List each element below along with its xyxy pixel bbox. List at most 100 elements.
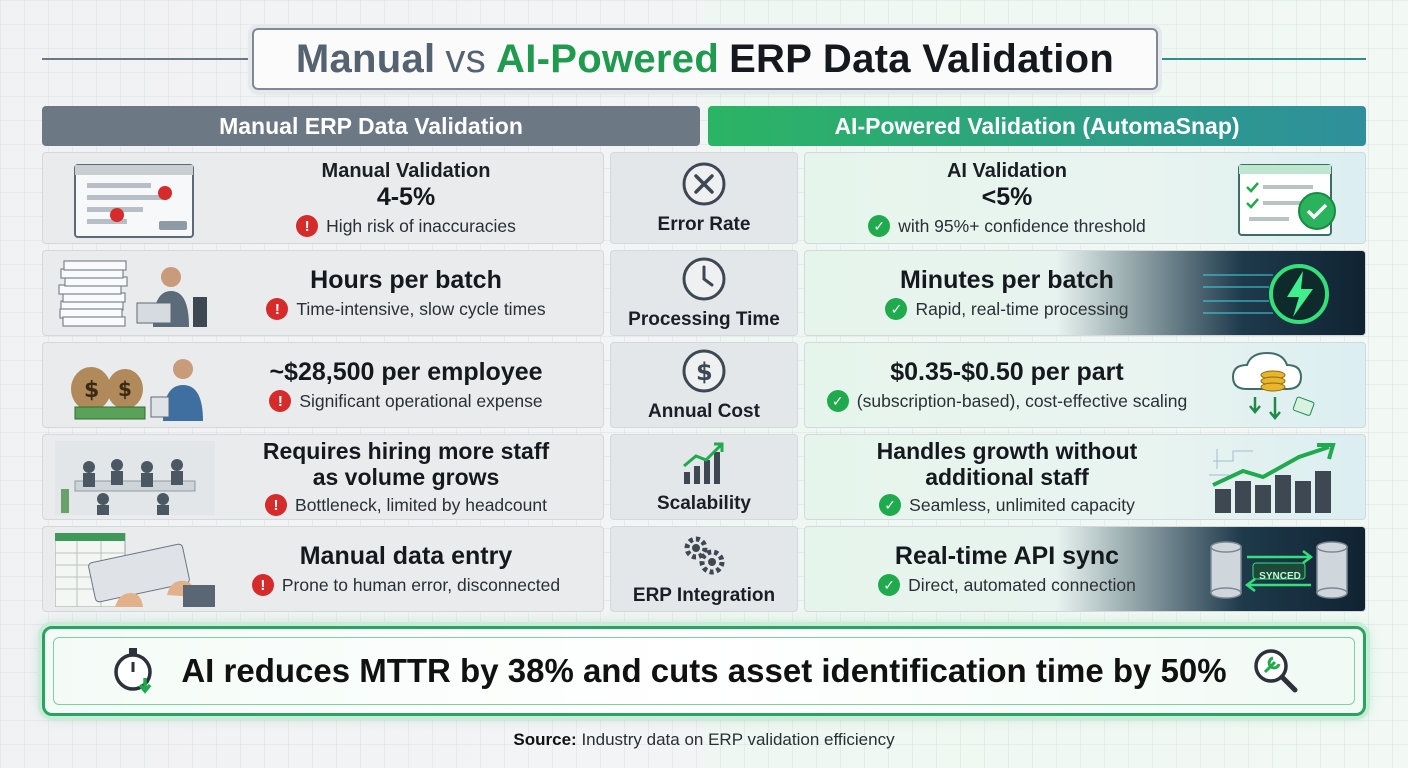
verified-form-illustration-icon <box>1203 159 1353 237</box>
manual-scalability-cell: Requires hiring more staff as volume gro… <box>42 434 604 520</box>
page-title: Manual vs AI-Powered ERP Data Validation <box>252 28 1158 90</box>
row-erp-integration: Manual data entry ! Prone to human error… <box>42 526 1366 612</box>
search-wrench-icon <box>1249 644 1299 699</box>
manual-error-rate-text: Manual Validation 4-5% ! High risk of in… <box>223 153 589 243</box>
title-rule-left <box>42 58 252 60</box>
ai-error-rate-cell: AI Validation <5% ✓ with 95%+ confidence… <box>804 152 1366 244</box>
metric-label-scalability: Scalability <box>657 493 751 514</box>
metric-label-processing-time: Processing Time <box>628 309 780 330</box>
row-scalability: Requires hiring more staff as volume gro… <box>42 434 1366 520</box>
database-sync-icon: SYNCED <box>1203 533 1353 605</box>
svg-text:$: $ <box>84 378 99 403</box>
check-icon: ✓ <box>868 215 891 238</box>
ai-cost-note: ✓ (subscription-based), cost-effective s… <box>826 390 1188 413</box>
ai-processing-value: Minutes per batch <box>900 265 1114 294</box>
ai-cost-note-text: (subscription-based), cost-effective sca… <box>856 390 1188 411</box>
manual-error-rate-cell: Manual Validation 4-5% ! High risk of in… <box>42 152 604 244</box>
manual-cost-note-text: Significant operational expense <box>299 390 543 411</box>
ai-processing-note-text: Rapid, real-time processing <box>915 298 1129 319</box>
cloud-coins-icon <box>1203 349 1353 421</box>
metric-scalability: Scalability <box>610 434 798 520</box>
warning-icon: ! <box>296 215 319 238</box>
servers-growth-icon <box>1203 441 1353 513</box>
growth-chart-icon <box>680 439 728 487</box>
metric-label-annual-cost: Annual Cost <box>648 401 760 422</box>
warning-icon: ! <box>265 494 288 517</box>
ai-scalability-value-1: Handles growth without <box>876 437 1138 464</box>
svg-text:$: $ <box>118 377 132 401</box>
warning-icon: ! <box>251 574 274 597</box>
manual-cost-value: ~$28,500 per employee <box>269 357 543 386</box>
metric-label-error-rate: Error Rate <box>657 214 751 235</box>
manual-processing-note: ! Time-intensive, slow cycle times <box>266 298 546 321</box>
stopwatch-icon <box>109 644 159 699</box>
manual-integration-note-text: Prone to human error, disconnected <box>281 574 561 595</box>
title-vs: vs <box>445 36 487 81</box>
error-form-illustration-icon <box>55 159 215 238</box>
manual-scalability-note-text: Bottleneck, limited by headcount <box>295 494 547 515</box>
manual-integration-value: Manual data entry <box>299 541 513 570</box>
metric-label-erp-integration: ERP Integration <box>632 585 776 606</box>
svg-text:$: $ <box>696 358 713 386</box>
clock-icon <box>680 255 728 303</box>
ai-integration-text: Real-time API sync ✓ Direct, automated c… <box>819 527 1195 611</box>
ai-processing-note: ✓ Rapid, real-time processing <box>885 298 1129 321</box>
manual-error-note-text: High risk of inaccuracies <box>326 215 516 236</box>
title-rest: ERP Data Validation <box>729 36 1115 81</box>
manual-column-header: Manual ERP Data Validation <box>42 106 700 146</box>
synced-badge: SYNCED <box>1259 571 1301 582</box>
manual-cost-note: ! Significant operational expense <box>269 390 543 413</box>
manual-error-heading: Manual Validation <box>321 159 491 182</box>
keyboard-spreadsheet-illustration-icon <box>54 532 215 608</box>
ai-processing-text: Minutes per batch ✓ Rapid, real-time pro… <box>819 251 1195 335</box>
ai-cost-text: $0.35-$0.50 per part ✓ (subscription-bas… <box>819 343 1195 427</box>
manual-processing-cell: Hours per batch ! Time-intensive, slow c… <box>42 250 604 336</box>
summary-banner-text: AI reduces MTTR by 38% and cuts asset id… <box>181 652 1227 689</box>
summary-banner: AI reduces MTTR by 38% and cuts asset id… <box>42 626 1366 716</box>
ai-error-note: ✓ with 95%+ confidence threshold <box>868 215 1146 238</box>
manual-processing-value: Hours per batch <box>310 265 502 294</box>
manual-error-note: ! High risk of inaccuracies <box>296 215 516 238</box>
manual-processing-note-text: Time-intensive, slow cycle times <box>296 298 546 319</box>
manual-scalability-text: Requires hiring more staff as volume gro… <box>223 435 589 519</box>
check-icon: ✓ <box>826 390 849 413</box>
dollar-icon: $ <box>680 347 728 395</box>
source-text: Industry data on ERP validation efficien… <box>581 730 895 749</box>
title-rule-right <box>1156 58 1366 60</box>
ai-scalability-cell: Handles growth without additional staff … <box>804 434 1366 520</box>
ai-error-heading: AI Validation <box>946 159 1068 182</box>
source-note: Source: Industry data on ERP validation … <box>0 730 1408 750</box>
metric-erp-integration: ERP Integration <box>610 526 798 612</box>
money-bags-illustration-icon: $ $ <box>55 349 215 421</box>
ai-error-value: <5% <box>981 182 1033 211</box>
manual-cost-cell: $ $ ~$28,500 per employee ! Significant … <box>42 342 604 428</box>
x-circle-icon <box>680 160 728 208</box>
manual-cost-text: ~$28,500 per employee ! Significant oper… <box>223 343 589 427</box>
office-team-illustration-icon <box>55 441 215 515</box>
ai-integration-value: Real-time API sync <box>894 541 1120 570</box>
lightning-bolt-icon <box>1203 257 1353 329</box>
check-icon: ✓ <box>879 494 902 517</box>
warning-icon: ! <box>269 390 292 413</box>
title-ai: AI-Powered <box>496 36 720 81</box>
warning-icon: ! <box>266 298 289 321</box>
ai-scalability-note: ✓ Seamless, unlimited capacity <box>879 494 1135 517</box>
ai-integration-note: ✓ Direct, automated connection <box>878 574 1136 597</box>
manual-scalability-value-2: as volume grows <box>312 464 500 490</box>
manual-scalability-note: ! Bottleneck, limited by headcount <box>265 494 547 517</box>
row-error-rate: Manual Validation 4-5% ! High risk of in… <box>42 152 1366 244</box>
ai-scalability-value-2: additional staff <box>925 464 1089 490</box>
row-annual-cost: $ $ ~$28,500 per employee ! Significant … <box>42 342 1366 428</box>
ai-scalability-note-text: Seamless, unlimited capacity <box>909 494 1135 515</box>
manual-scalability-value-1: Requires hiring more staff <box>262 437 550 464</box>
title-manual: Manual <box>295 36 436 81</box>
metric-error-rate: Error Rate <box>610 152 798 244</box>
check-icon: ✓ <box>878 574 901 597</box>
row-processing-time: Hours per batch ! Time-intensive, slow c… <box>42 250 1366 336</box>
ai-integration-cell: Real-time API sync ✓ Direct, automated c… <box>804 526 1366 612</box>
manual-integration-cell: Manual data entry ! Prone to human error… <box>42 526 604 612</box>
ai-cost-cell: $0.35-$0.50 per part ✓ (subscription-bas… <box>804 342 1366 428</box>
ai-cost-value: $0.35-$0.50 per part <box>890 357 1124 386</box>
source-label: Source: <box>513 730 577 749</box>
ai-integration-note-text: Direct, automated connection <box>908 574 1136 595</box>
